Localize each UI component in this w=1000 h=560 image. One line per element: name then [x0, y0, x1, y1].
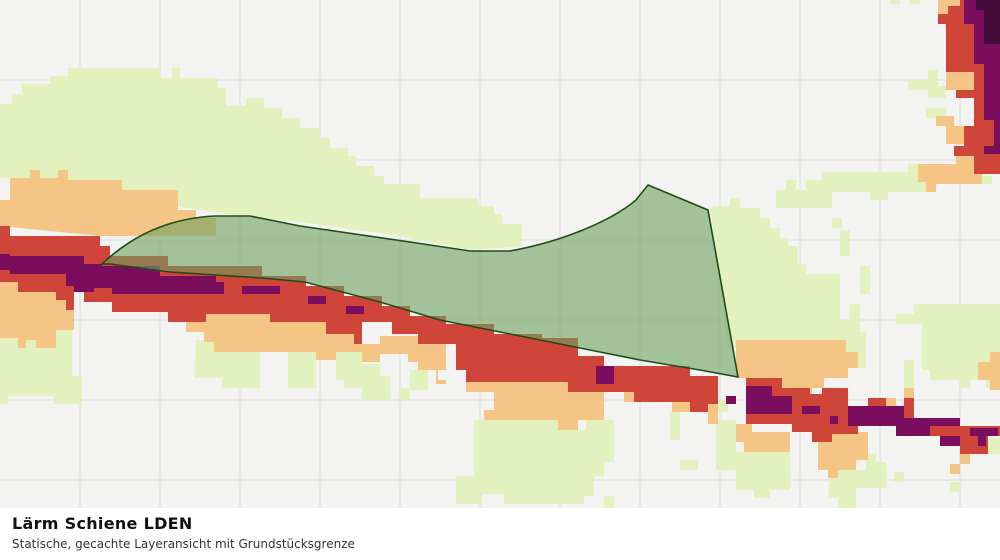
noise-zone-low — [0, 0, 1000, 508]
noise-map[interactable] — [0, 0, 1000, 508]
noise-zone-extreme — [976, 0, 1000, 44]
map-caption: Lärm Schiene LDEN Statische, gecachte La… — [0, 508, 1000, 560]
map-subtitle: Statische, gecachte Layeransicht mit Gru… — [12, 537, 355, 551]
parcel-boundary[interactable] — [99, 184, 739, 378]
map-title: Lärm Schiene LDEN — [12, 514, 193, 533]
